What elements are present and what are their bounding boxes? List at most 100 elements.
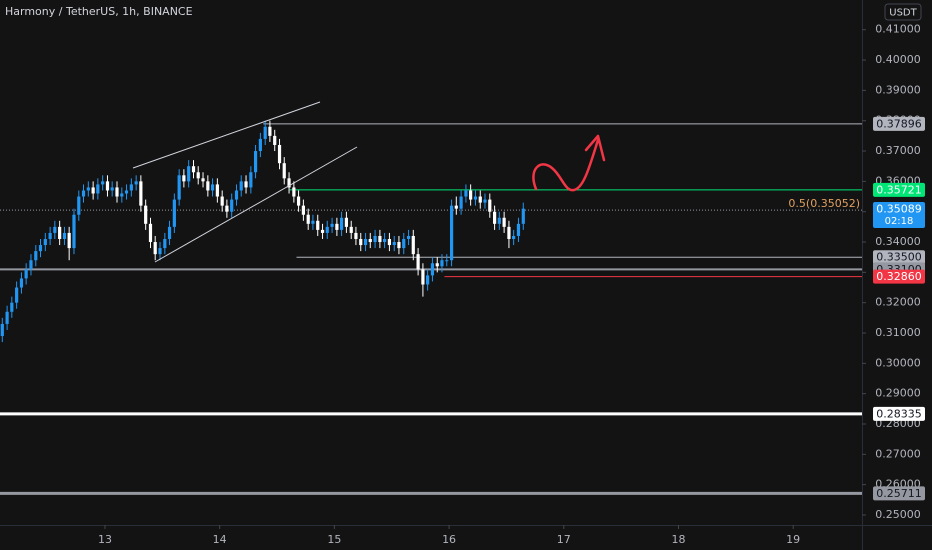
candle-body [344, 217, 349, 227]
candle-body [449, 205, 454, 261]
x-tick-label: 14 [213, 533, 227, 546]
candle-body [392, 242, 396, 246]
price-tag [873, 269, 925, 284]
y-tick-label: 0.27000 [875, 447, 921, 460]
price-tag [873, 406, 925, 421]
candle-body [48, 232, 52, 239]
candle-body [483, 199, 487, 203]
candle-body [86, 187, 90, 191]
y-tick-label: 0.29000 [875, 387, 921, 400]
x-tick-label: 17 [557, 533, 571, 546]
candle-body [96, 184, 100, 194]
arrow-drawing [532, 134, 606, 192]
fib-label: 0.5(0.35052) [788, 197, 860, 210]
last-price-label: 0.35089 [876, 202, 922, 215]
candle-body [445, 260, 449, 262]
candle-body [402, 238, 406, 249]
currency-box [884, 3, 922, 21]
candle-body [301, 205, 305, 215]
candle-body [230, 199, 234, 212]
candle-body [277, 144, 282, 164]
candle-body [101, 181, 105, 185]
candle-body [172, 199, 176, 227]
candles-layer [0, 120, 525, 343]
candle-body [411, 235, 415, 255]
price-tag-label: 0.35721 [876, 183, 922, 196]
candle-body [368, 238, 372, 243]
candle-body [43, 238, 47, 246]
candle-body [378, 235, 382, 243]
candle-body [435, 263, 439, 267]
candle-body [335, 223, 339, 230]
candle-body [339, 217, 344, 230]
x-tick-label: 16 [442, 533, 456, 546]
candle-body [225, 205, 229, 212]
candle-body [249, 172, 253, 188]
candle-body [115, 187, 119, 197]
levels-layer: 0.5(0.35052) [0, 123, 862, 495]
chart-title: Harmony / TetherUS, 1h, BINANCE [5, 5, 193, 18]
candle-body [258, 138, 262, 152]
x-tick-label: 15 [327, 533, 341, 546]
candle-body [196, 172, 200, 179]
candle-body [497, 217, 501, 224]
candle-body [397, 242, 401, 249]
candle-body [15, 287, 19, 303]
candle-body [363, 238, 368, 246]
candle-body [91, 187, 95, 194]
candle-body [148, 223, 153, 243]
candle-body [383, 238, 387, 243]
y-tick-label: 0.37000 [875, 144, 921, 157]
y-tick-label: 0.39000 [875, 83, 921, 96]
candle-body [349, 226, 353, 233]
candle-body [10, 302, 14, 312]
candle-body [454, 205, 458, 209]
candle-body [244, 181, 248, 188]
candle-body [296, 196, 301, 206]
candle-body [421, 269, 425, 285]
candle-body [177, 175, 181, 200]
candle-body [354, 232, 358, 239]
candle-body [163, 238, 167, 249]
y-tick-label: 0.30000 [875, 356, 921, 369]
candle-body [201, 178, 205, 182]
candle-body [24, 269, 28, 279]
candle-body [406, 235, 411, 239]
candle-body [81, 190, 86, 197]
candle-body [139, 181, 143, 206]
candle-body [469, 190, 473, 200]
candle-body [5, 311, 9, 324]
candle-body [67, 232, 71, 249]
candle-body [430, 263, 435, 276]
candle-body [488, 199, 492, 212]
candle-body [387, 238, 392, 246]
last-price-tag [873, 201, 925, 228]
candle-body [253, 151, 258, 173]
candle-body [325, 226, 329, 233]
candle-body [292, 187, 296, 197]
price-tag-label: 0.28335 [876, 407, 922, 420]
candle-body [512, 235, 516, 239]
candle-body [187, 166, 191, 182]
y-tick-label: 0.40000 [875, 53, 921, 66]
candle-body [191, 166, 196, 173]
price-tag-label: 0.32860 [876, 270, 922, 283]
candle-body [426, 275, 430, 285]
candle-body [440, 260, 444, 267]
candle-body [182, 175, 186, 182]
price-tag [873, 250, 925, 265]
candle-body [77, 196, 81, 215]
candle-body [306, 214, 310, 224]
price-tag-label: 0.25711 [876, 487, 922, 500]
candle-body [124, 190, 129, 194]
trendline [132, 101, 321, 169]
candle-body [105, 181, 110, 191]
candle-body [134, 181, 138, 185]
candle-body [282, 163, 286, 179]
price-tag [873, 116, 925, 131]
candle-body [215, 184, 219, 197]
countdown-label: 02:18 [885, 216, 914, 227]
candle-body [206, 181, 210, 191]
